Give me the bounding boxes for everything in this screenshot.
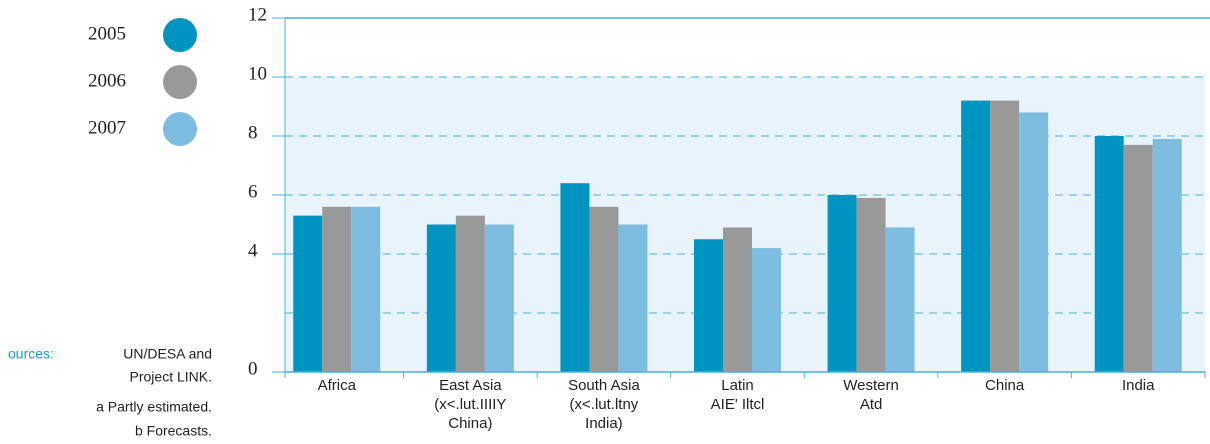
bar: [455, 215, 485, 372]
bar: [694, 239, 723, 372]
bar: [1152, 138, 1182, 372]
x-tick-label: Africa: [318, 377, 357, 394]
bar: [560, 183, 590, 372]
x-tick-label: AIE' Iltcl: [711, 396, 765, 413]
bar: [885, 227, 915, 372]
bar: [961, 100, 991, 372]
footnote: b Forecasts.: [135, 423, 212, 439]
bar: [426, 224, 456, 372]
x-tick-label: Western: [843, 377, 899, 394]
bar: [351, 206, 381, 372]
legend-label: 2007: [88, 117, 126, 138]
bar: [1094, 136, 1124, 372]
sources-text: UN/DESA and: [123, 346, 212, 362]
bar: [752, 248, 781, 372]
bar: [484, 224, 514, 372]
legend-swatch: [163, 65, 197, 99]
x-tick-label: (x<.lut.IIIIY: [434, 396, 506, 413]
legend-label: 2006: [88, 70, 126, 91]
footnote: a Partly estimated.: [96, 399, 212, 415]
bar: [1123, 144, 1153, 372]
x-tick-label: India): [585, 415, 623, 432]
x-tick-label: China: [985, 377, 1025, 394]
bar: [589, 206, 619, 372]
sources-text: Project LINK.: [130, 369, 212, 385]
x-tick-label: Latin: [721, 377, 754, 394]
x-tick-label: India: [1122, 377, 1155, 394]
y-tick-label: 0: [248, 358, 258, 379]
bar: [990, 100, 1020, 372]
x-tick-label: East Asia: [439, 377, 502, 394]
bar: [1019, 112, 1049, 373]
x-tick-label: South Asia: [568, 377, 640, 394]
bar: [322, 206, 352, 372]
bar: [723, 227, 752, 372]
legend-swatch: [163, 112, 197, 146]
bar: [293, 215, 323, 372]
x-tick-label: China): [448, 415, 492, 432]
y-tick-label: 4: [248, 240, 258, 261]
sources-label: ources:: [8, 346, 54, 362]
bar: [618, 224, 648, 372]
bar: [856, 197, 886, 372]
y-tick-label: 12: [248, 4, 267, 25]
y-tick-label: 8: [248, 122, 258, 143]
legend-swatch: [163, 18, 197, 52]
bar: [827, 195, 857, 372]
legend-label: 2005: [88, 23, 126, 44]
x-tick-label: Atd: [860, 396, 883, 413]
x-tick-label: (x<.lut.ltny: [570, 396, 639, 413]
y-tick-label: 6: [248, 181, 258, 202]
y-tick-label: 10: [248, 63, 267, 84]
